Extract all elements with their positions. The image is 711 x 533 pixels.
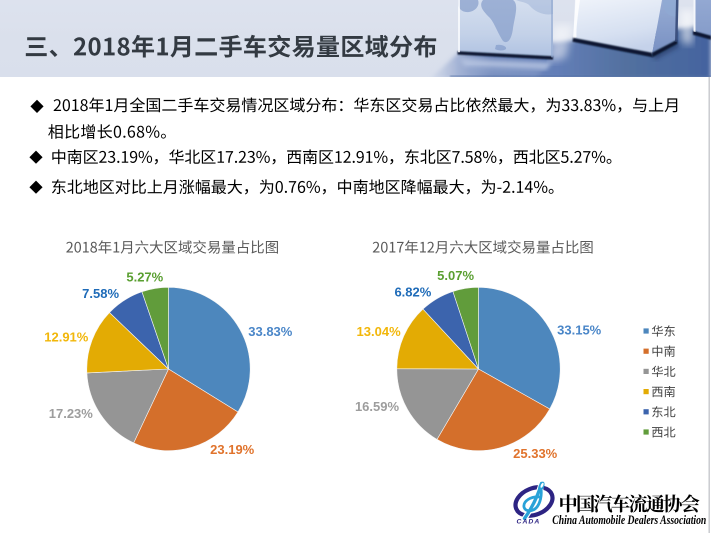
svg-text:33.83%: 33.83% — [248, 324, 293, 339]
svg-text:13.04%: 13.04% — [357, 324, 402, 339]
svg-text:16.59%: 16.59% — [355, 399, 400, 414]
svg-text:China Automobile Dealers Assoc: China Automobile Dealers Association — [552, 513, 706, 527]
svg-text:17.23%: 17.23% — [49, 406, 94, 421]
svg-text:6.82%: 6.82% — [394, 285, 431, 300]
svg-text:25.33%: 25.33% — [513, 446, 558, 461]
svg-text:5.07%: 5.07% — [437, 268, 474, 283]
svg-text:12.91%: 12.91% — [44, 330, 89, 345]
svg-text:33.15%: 33.15% — [557, 322, 602, 337]
svg-text:23.19%: 23.19% — [210, 442, 255, 457]
svg-text:CADA: CADA — [517, 519, 541, 526]
svg-text:7.58%: 7.58% — [82, 286, 119, 301]
svg-text:5.27%: 5.27% — [126, 270, 163, 285]
